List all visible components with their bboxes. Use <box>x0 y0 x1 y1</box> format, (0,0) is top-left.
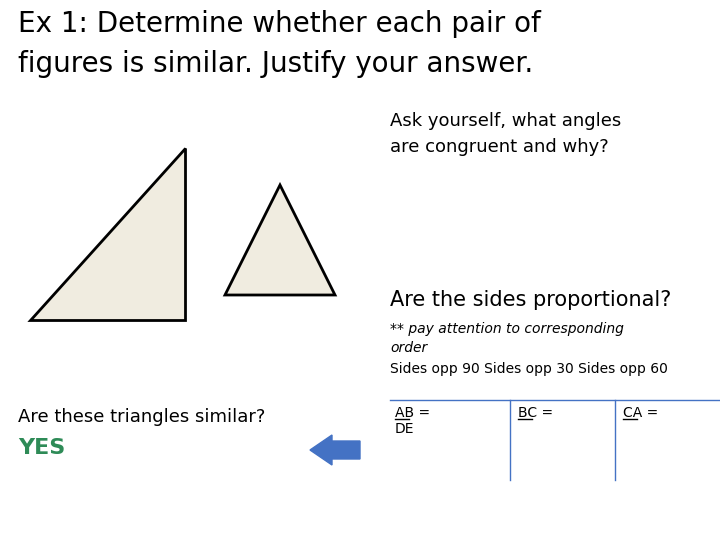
Text: BC =: BC = <box>518 406 553 420</box>
Polygon shape <box>225 185 335 295</box>
Text: CA =: CA = <box>623 406 658 420</box>
Text: Ex 1: Determine whether each pair of: Ex 1: Determine whether each pair of <box>18 10 541 38</box>
Text: AB =: AB = <box>395 406 430 420</box>
Text: YES: YES <box>18 438 66 458</box>
Text: Are these triangles similar?: Are these triangles similar? <box>18 408 266 426</box>
Text: figures is similar. Justify your answer.: figures is similar. Justify your answer. <box>18 50 534 78</box>
Polygon shape <box>30 148 185 320</box>
Text: Are the sides proportional?: Are the sides proportional? <box>390 290 671 310</box>
Text: DE: DE <box>395 422 415 436</box>
FancyArrow shape <box>310 435 360 465</box>
Text: Ask yourself, what angles
are congruent and why?: Ask yourself, what angles are congruent … <box>390 112 621 157</box>
Text: ** pay attention to corresponding
order: ** pay attention to corresponding order <box>390 322 624 355</box>
Text: Sides opp 90 Sides opp 30 Sides opp 60: Sides opp 90 Sides opp 30 Sides opp 60 <box>390 362 668 376</box>
